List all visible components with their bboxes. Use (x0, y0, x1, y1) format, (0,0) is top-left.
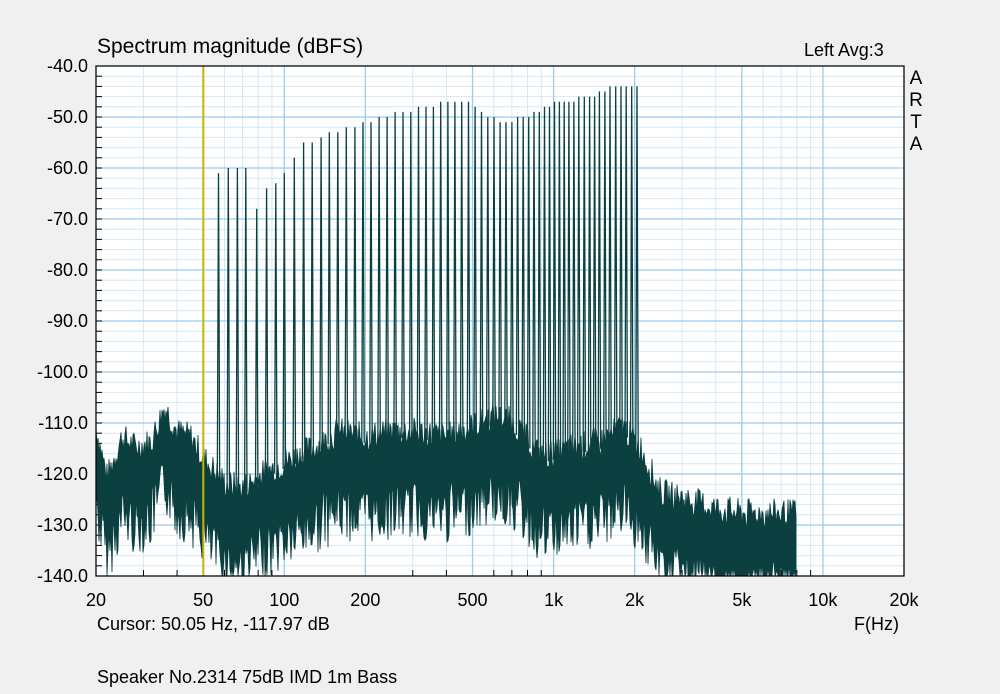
tone-peak (572, 101, 576, 454)
tone-peak (310, 142, 315, 456)
tone-peak (385, 116, 389, 440)
tone-peak (401, 111, 405, 439)
tone-peak (629, 86, 634, 444)
tone-peak (264, 188, 269, 479)
tone-peak (619, 86, 623, 435)
tone-peak (608, 86, 612, 443)
tone-peak (613, 86, 618, 439)
x-tick-label: 2k (625, 590, 645, 610)
tone-peak (453, 101, 457, 441)
tone-peak (473, 106, 477, 433)
tone-peak (587, 96, 592, 451)
y-tick-label: -140.0 (37, 566, 88, 586)
tone-peak (446, 101, 450, 443)
tone-peak (485, 116, 490, 426)
tone-peak (515, 116, 520, 436)
tone-peak (498, 122, 502, 425)
tone-peak (243, 167, 248, 493)
tone-peak (562, 101, 567, 457)
y-tick-label: -40.0 (47, 56, 88, 76)
tone-peak (547, 106, 552, 462)
y-tick-label: -50.0 (47, 107, 88, 127)
tone-peak (466, 101, 471, 435)
tone-peak (582, 96, 587, 452)
x-tick-label: 20k (889, 590, 919, 610)
tone-peak (424, 106, 428, 441)
tone-peak (597, 91, 602, 449)
tone-peak (492, 116, 496, 424)
tone-peak (344, 127, 349, 440)
tone-peak (416, 106, 421, 440)
tone-peak (532, 111, 536, 456)
brand-letter: R (909, 90, 923, 111)
x-tick-label: 5k (732, 590, 752, 610)
tone-peak (567, 101, 571, 456)
x-tick-label: 50 (193, 590, 213, 610)
tone-peak (576, 96, 581, 453)
tone-peak (361, 122, 365, 443)
tone-peak (292, 157, 297, 464)
tone-peak (327, 132, 332, 445)
measurement-note: Speaker No.2314 75dB IMD 1m Bass (97, 667, 398, 687)
tone-peak (542, 106, 547, 463)
tone-peak (521, 116, 526, 442)
brand-letter: A (909, 68, 923, 89)
brand-logo: A R T A (909, 68, 923, 156)
tone-peak (635, 86, 639, 450)
tone-peak (335, 132, 340, 440)
y-tick-label: -70.0 (47, 209, 88, 229)
tone-peak (431, 106, 436, 442)
x-tick-label: 200 (350, 590, 380, 610)
noise-floor-trace (95, 403, 797, 578)
y-tick-label: -60.0 (47, 158, 88, 178)
tone-peak (510, 122, 514, 429)
y-tick-label: -110.0 (38, 413, 88, 433)
tone-peak (235, 167, 240, 494)
tone-peak (216, 173, 221, 483)
y-tick-label: -130.0 (37, 515, 88, 535)
tone-peak (504, 122, 508, 427)
x-tick-label: 10k (808, 590, 838, 610)
tone-peak (254, 208, 259, 485)
tone-peak (537, 111, 542, 462)
y-tick-label: -80.0 (47, 260, 88, 280)
brand-letter: T (910, 112, 922, 133)
tone-peak (282, 173, 287, 469)
brand-letter: A (909, 134, 923, 155)
tone-peak (377, 116, 381, 441)
tone-peak (479, 111, 484, 429)
y-tick-label: -100.0 (37, 362, 88, 382)
x-axis-label: F(Hz) (854, 614, 899, 634)
tone-peak (369, 122, 373, 443)
x-tick-label: 20 (86, 590, 106, 610)
x-tick-label: 1k (544, 590, 564, 610)
tone-peak (273, 183, 278, 474)
x-tick-label: 100 (269, 590, 299, 610)
x-tick-label: 500 (457, 590, 487, 610)
tone-peak (459, 101, 464, 438)
tone-peak (319, 137, 323, 450)
tone-peak (353, 127, 357, 442)
y-tick-label: -120.0 (37, 464, 88, 484)
tone-peak (408, 111, 413, 439)
tone-peak (624, 86, 629, 438)
cursor-readout: Cursor: 50.05 Hz, -117.97 dB (97, 614, 330, 634)
tone-peak (552, 101, 557, 460)
chart-title: Spectrum magnitude (dBFS) (97, 35, 364, 58)
tone-peak (603, 91, 607, 446)
y-tick-label: -90.0 (47, 311, 88, 331)
channel-info: Left Avg:3 (804, 40, 884, 60)
tone-peak (557, 101, 562, 459)
tone-peak (301, 142, 306, 460)
tone-peak (526, 116, 531, 449)
tone-peak (393, 111, 397, 439)
tone-peak (438, 101, 443, 443)
plot-border (95, 65, 905, 577)
tone-peak (226, 167, 231, 491)
tone-peak (592, 96, 597, 450)
